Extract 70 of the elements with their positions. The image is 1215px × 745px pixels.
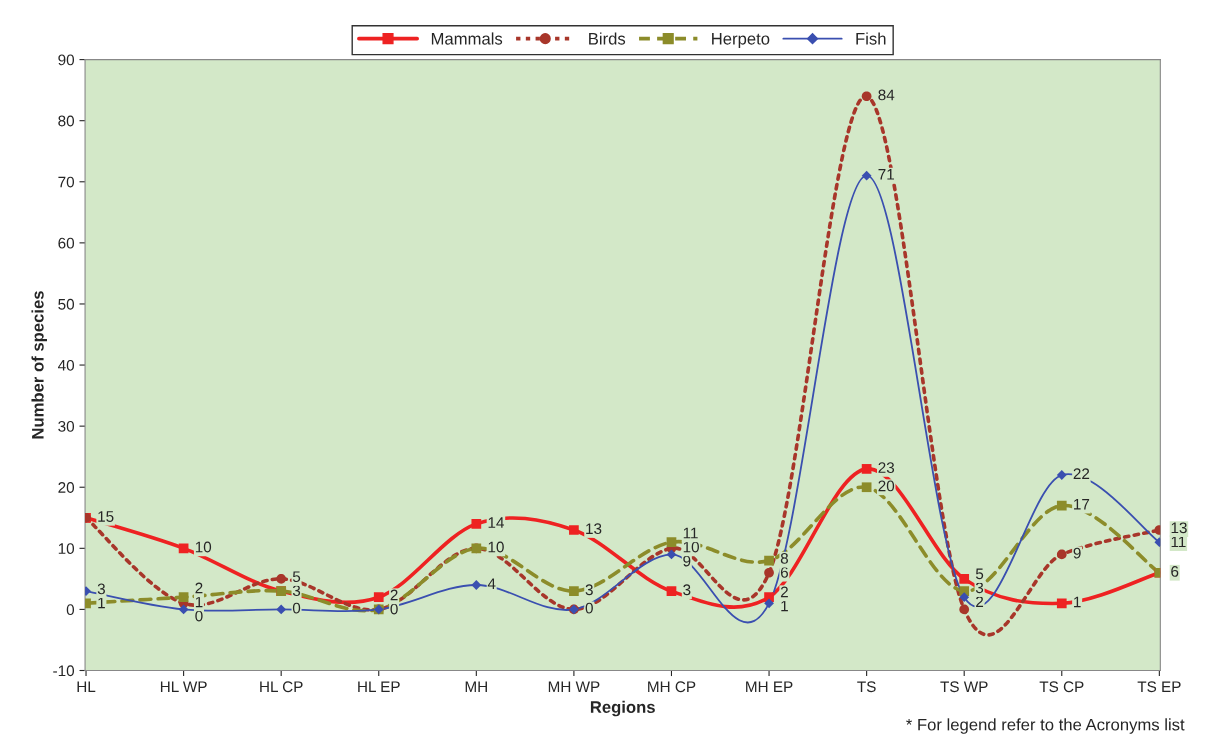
data-label: 0 (292, 602, 301, 614)
data-label: 11 (683, 527, 698, 539)
data-label: 2 (195, 582, 203, 594)
data-label: 11 (1171, 536, 1186, 548)
data-label: 10 (195, 541, 212, 553)
x-tick-label: TS WP (940, 681, 988, 693)
data-label: 14 (488, 517, 504, 528)
data-label: 0 (585, 602, 593, 614)
data-label: 1 (98, 597, 105, 609)
data-label: 23 (878, 462, 895, 473)
y-tick-label: 30 (58, 421, 75, 432)
text: * For legend refer to the Acronyms list (906, 718, 1185, 734)
data-label: 2 (390, 589, 398, 601)
y-tick-label: 0 (66, 604, 75, 616)
legend-label: Fish (856, 32, 886, 45)
data-label: 4 (487, 578, 496, 589)
y-tick-label: 50 (58, 298, 75, 310)
data-label: 5 (975, 568, 984, 580)
y-tick-label: 80 (58, 115, 75, 127)
x-tick-label: TS CP (1039, 681, 1084, 693)
data-label: 13 (586, 523, 602, 535)
data-label: 2 (976, 596, 984, 607)
data-label: 15 (98, 511, 114, 522)
data-label: 1 (195, 596, 203, 608)
x-tick-label: MH EP (746, 681, 793, 692)
data-label: 3 (97, 583, 105, 595)
y-tick-label: 60 (58, 237, 75, 249)
data-label: 5 (292, 571, 301, 583)
y-tick-label: 40 (57, 359, 75, 371)
x-axis-title: Regions (590, 700, 655, 717)
data-label: 0 (195, 610, 203, 622)
data-label: 9 (1073, 547, 1081, 559)
legend-label: Mammals (431, 32, 503, 45)
x-tick-label: MH CP (648, 681, 696, 693)
data-label: 2 (780, 586, 788, 598)
data-label: 3 (585, 584, 593, 596)
data-label: 3 (292, 585, 301, 597)
data-label: 1 (1074, 596, 1081, 608)
data-label: 10 (488, 541, 504, 553)
data-label: 10 (683, 541, 699, 553)
x-tick-label: HL EP (358, 681, 400, 692)
x-tick-label: TS (857, 681, 876, 693)
x-tick-label: HL WP (160, 681, 207, 692)
y-tick-label: -10 (53, 665, 75, 677)
data-label: 17 (1074, 499, 1090, 510)
data-label: 8 (780, 552, 788, 564)
x-tick-label: MH (465, 681, 487, 692)
data-label: 13 (1171, 522, 1187, 534)
x-tick-label: TS EP (1137, 681, 1181, 693)
y-tick-label: 10 (58, 543, 75, 555)
data-label: 84 (878, 89, 895, 101)
x-tick-label: MH WP (548, 681, 600, 692)
data-label: 6 (1171, 566, 1179, 577)
data-label: 0 (390, 603, 398, 615)
x-tick-label: HL (77, 681, 96, 692)
y-tick-label: 90 (58, 54, 75, 66)
y-tick-label: 70 (58, 176, 75, 188)
data-label: 71 (878, 169, 894, 180)
data-label: 3 (683, 584, 691, 596)
legend-label: Herpeto (712, 33, 770, 48)
x-tick-label: HL CP (260, 681, 303, 693)
y-axis-title: Number of species (31, 291, 47, 439)
data-label: 20 (878, 480, 895, 492)
legend-label: Birds (589, 32, 626, 45)
data-label: 9 (683, 555, 691, 567)
data-label: 1 (781, 600, 788, 612)
data-label: 3 (975, 582, 984, 594)
data-label: 22 (1073, 468, 1090, 479)
data-label: 6 (780, 566, 788, 578)
y-tick-label: 20 (58, 482, 75, 493)
